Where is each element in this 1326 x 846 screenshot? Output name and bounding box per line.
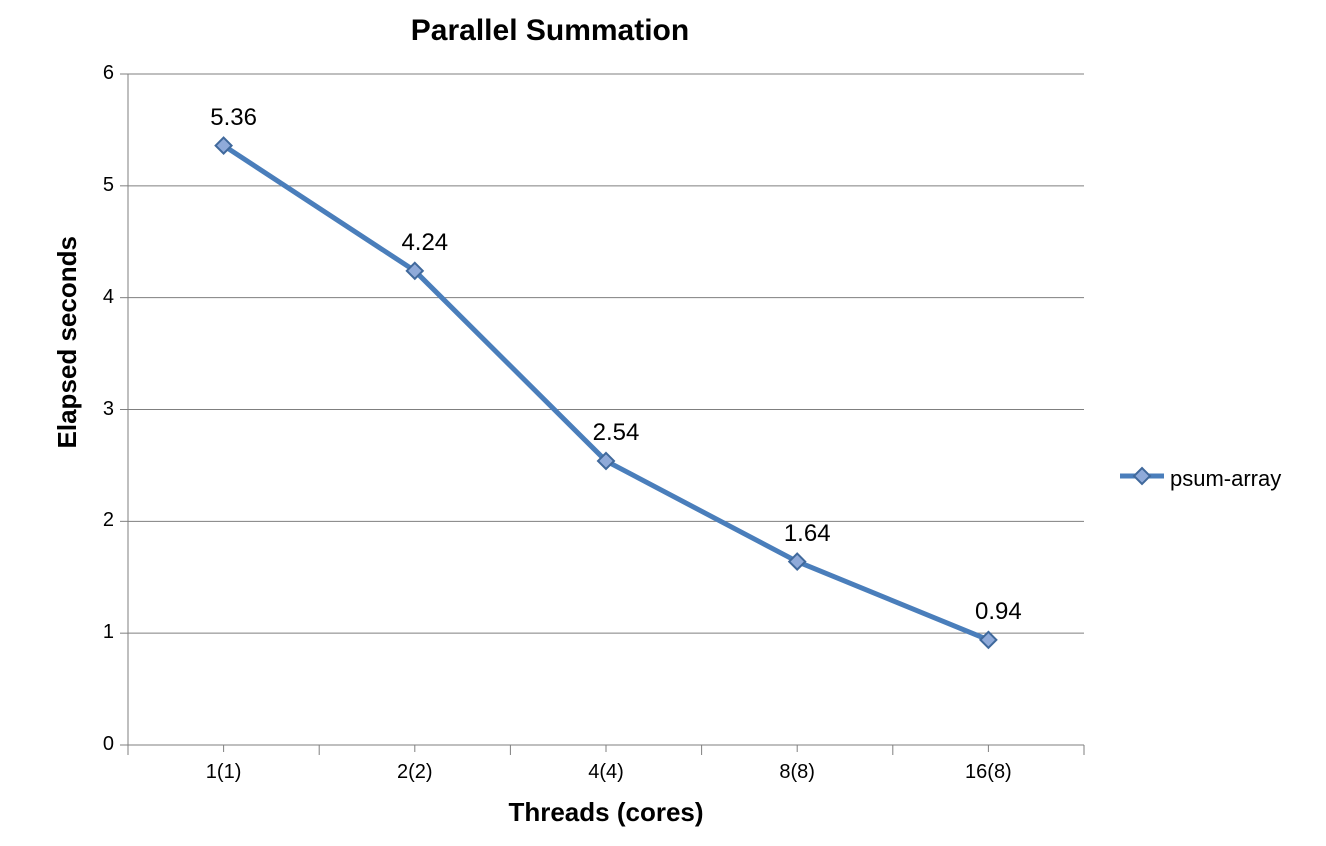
y-tick-label: 2 [103, 509, 114, 532]
y-tick-label: 0 [103, 733, 114, 756]
x-axis-label: Threads (cores) [128, 797, 1084, 828]
x-tick-label: 2(2) [375, 761, 455, 784]
y-tick-label: 3 [103, 398, 114, 421]
legend: psum-array [1120, 466, 1281, 492]
legend-swatch [1120, 466, 1164, 492]
x-tick-label: 16(8) [948, 761, 1028, 784]
chart-container: { "chart": { "type": "line", "title": "P… [0, 0, 1326, 846]
y-tick-label: 1 [103, 621, 114, 644]
y-tick-label: 5 [103, 174, 114, 197]
legend-series-label: psum-array [1170, 466, 1281, 492]
x-tick-label: 4(4) [566, 761, 646, 784]
data-label: 2.54 [571, 419, 661, 447]
data-label: 5.36 [189, 104, 279, 132]
y-tick-label: 4 [103, 286, 114, 309]
x-tick-label: 8(8) [757, 761, 837, 784]
y-tick-label: 6 [103, 62, 114, 85]
y-axis-label: Elapsed seconds [52, 174, 83, 510]
chart-title: Parallel Summation [0, 14, 1100, 48]
x-tick-label: 1(1) [184, 761, 264, 784]
data-label: 4.24 [380, 229, 470, 257]
data-label: 1.64 [762, 520, 852, 548]
data-label: 0.94 [953, 598, 1043, 626]
